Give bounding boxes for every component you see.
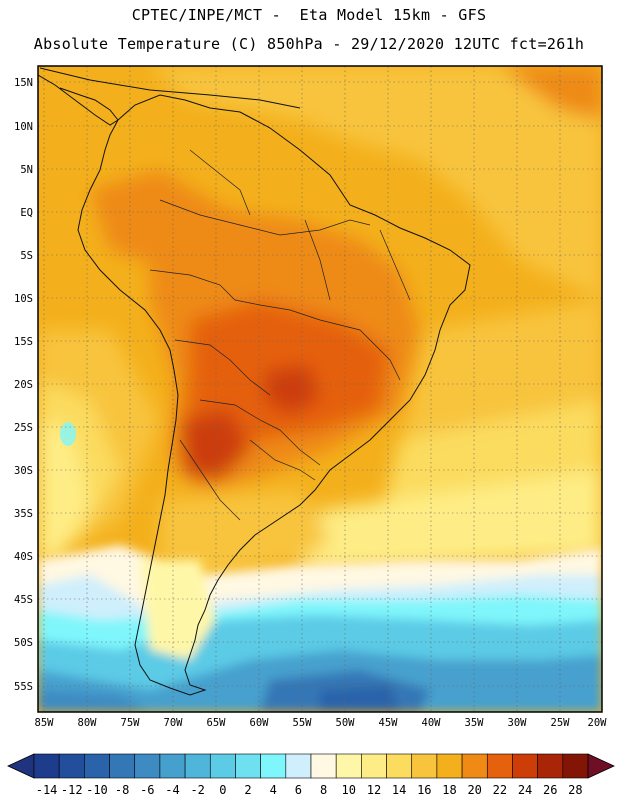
colorbar-cell: [461, 753, 488, 779]
colorbar-label: 20: [467, 783, 481, 797]
colorbar-cell: [335, 753, 362, 779]
lat-label: 30S: [14, 465, 33, 477]
colorbar-cell: [486, 753, 513, 779]
colorbar-cell: [209, 753, 236, 779]
longitude-labels: 85W 80W 75W 70W 65W 60W 55W 50W 45W 40W …: [35, 717, 608, 729]
colorbar-cell: [386, 753, 413, 779]
colorbar-cell: [562, 753, 589, 779]
colorbar-cell: [84, 753, 110, 779]
coastlines: [38, 67, 471, 696]
lon-label: 75W: [121, 717, 141, 729]
map-frame: [37, 65, 603, 713]
lat-label: 20S: [14, 379, 33, 391]
colorbar-label: 22: [493, 783, 507, 797]
colorbar-cell: [33, 753, 60, 779]
colorbar-cell: [159, 753, 186, 779]
south-america-coastline: [77, 94, 471, 696]
lat-label: 35S: [14, 508, 33, 520]
lat-label: 45S: [14, 594, 33, 606]
colorbar-label: 26: [543, 783, 557, 797]
lon-label: 85W: [35, 717, 55, 729]
lat-label: EQ: [20, 207, 33, 219]
colorbar-label: 28: [568, 783, 582, 797]
lon-label: 25W: [551, 717, 571, 729]
colorbar-cell: [512, 753, 538, 779]
colorbar-label: -12: [61, 783, 83, 797]
lat-label: 10N: [14, 121, 33, 133]
colorbar-label: 6: [295, 783, 302, 797]
colorbar-label: -4: [165, 783, 179, 797]
lon-label: 55W: [293, 717, 313, 729]
colorbar-label: 8: [320, 783, 327, 797]
colorbar-label: 2: [244, 783, 251, 797]
colorbar-label: 12: [367, 783, 381, 797]
lat-label: 15S: [14, 336, 33, 348]
lat-label: 5S: [20, 250, 33, 262]
colorbar-cell: [184, 753, 211, 779]
colorbar-label: 0: [219, 783, 226, 797]
colorbar-cell: [134, 753, 161, 779]
lon-label: 40W: [422, 717, 442, 729]
lon-label: 30W: [508, 717, 528, 729]
lon-label: 45W: [379, 717, 399, 729]
colorbar-cell: [285, 753, 312, 779]
latitude-labels: 15N 10N 5N EQ 5S 10S 15S 20S 25S 30S 35S…: [14, 77, 33, 693]
colorbar-label: 14: [392, 783, 406, 797]
colorbar-label: -14: [36, 783, 58, 797]
colorbar-cell: [109, 753, 136, 779]
temperature-field: [38, 66, 602, 712]
colorbar-cell: [260, 753, 287, 779]
map-title: CPTEC/INPE/MCT - Eta Model 15km - GFS: [131, 6, 487, 24]
caribbean-coastline: [59, 87, 119, 121]
lon-label: 35W: [465, 717, 485, 729]
colorbar-high-arrow: [587, 753, 615, 779]
colorbar-cell: [537, 753, 564, 779]
colorbar-label: 4: [270, 783, 277, 797]
lon-label: 20W: [588, 717, 608, 729]
lon-label: 60W: [250, 717, 270, 729]
lon-label: 50W: [336, 717, 356, 729]
colorbar-label: -8: [115, 783, 129, 797]
lat-label: 50S: [14, 637, 33, 649]
colorbar-cell: [411, 753, 438, 779]
colorbar-label: 16: [417, 783, 431, 797]
lat-label: 5N: [20, 164, 33, 176]
colorbar-label: -2: [190, 783, 204, 797]
lat-label: 40S: [14, 551, 33, 563]
colorbar-cell: [436, 753, 463, 779]
lat-label: 55S: [14, 681, 33, 693]
lon-label: 70W: [164, 717, 184, 729]
colorbar-low-arrow: [7, 753, 35, 779]
lon-label: 65W: [207, 717, 227, 729]
colorbar-cell: [58, 753, 85, 779]
country-borders: [149, 149, 411, 521]
colorbar-label: 18: [442, 783, 456, 797]
colorbar-cell: [310, 753, 337, 779]
lat-label: 10S: [14, 293, 33, 305]
lat-label: 25S: [14, 422, 33, 434]
central-america-coastline: [38, 74, 119, 126]
colorbar-label: -6: [140, 783, 154, 797]
lon-label: 80W: [78, 717, 98, 729]
map-subtitle: Absolute Temperature (C) 850hPa - 29/12/…: [33, 35, 585, 53]
colorbar-cell: [361, 753, 387, 779]
colorbar-label: 10: [342, 783, 356, 797]
colorbar-label: 24: [518, 783, 532, 797]
colorbar-legend: -14 -12 -10 -8 -6 -4 -2 0 2 4 6 8 10 12 14 16 18 20 22 24 26…: [7, 753, 615, 797]
lat-label: 15N: [14, 77, 33, 89]
colorbar-label: -10: [86, 783, 108, 797]
colorbar-cell: [235, 753, 261, 779]
